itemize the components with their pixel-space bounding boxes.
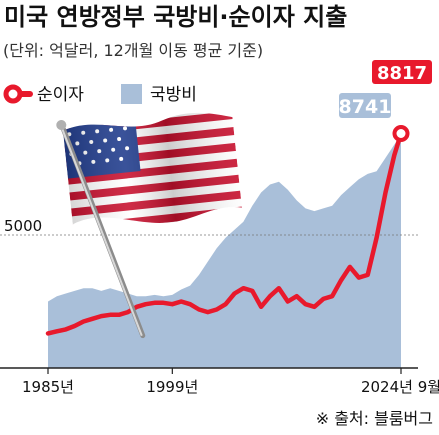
series-area-defense bbox=[48, 135, 401, 368]
x-tick-label-1: 1999년 bbox=[146, 378, 198, 396]
legend: 순이자 국방비 bbox=[3, 84, 197, 105]
source-note: ※ 출처: 블룸버그 bbox=[316, 409, 433, 428]
svg-text:8817: 8817 bbox=[377, 63, 427, 84]
legend-line-swatch bbox=[3, 84, 33, 104]
legend-area-swatch bbox=[121, 84, 142, 104]
series-line-interest bbox=[45, 131, 404, 336]
chart-title: 미국 연방정부 국방비·순이자 지출 bbox=[4, 3, 347, 31]
legend-label-defense: 국방비 bbox=[150, 85, 197, 105]
us-flag-illustration bbox=[56, 108, 243, 339]
x-tick-label-2: 2024년 9월 bbox=[361, 378, 439, 396]
legend-label-interest: 순이자 bbox=[37, 85, 84, 105]
svg-text:8741: 8741 bbox=[339, 96, 392, 118]
x-tick-label-0: 1985년 bbox=[22, 378, 74, 396]
end-label-defense: 8741 bbox=[339, 93, 392, 118]
end-label-interest: 8817 bbox=[372, 60, 432, 84]
plot-area: 5000 8817 8741 bbox=[0, 60, 432, 368]
y-tick-label-0: 5000 bbox=[4, 217, 42, 235]
end-marker-interest bbox=[392, 125, 410, 143]
chart-subtitle: (단위: 억달러, 12개월 이동 평균 기준) bbox=[3, 41, 263, 60]
x-axis: 1985년 1999년 2024년 9월 bbox=[0, 367, 439, 396]
